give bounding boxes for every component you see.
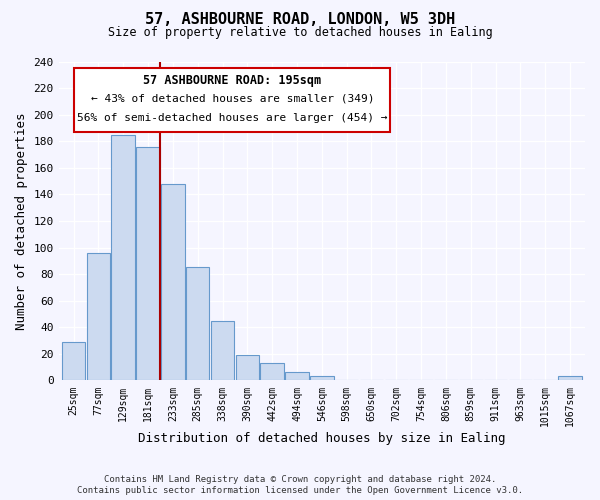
- Bar: [285, 372, 309, 380]
- FancyBboxPatch shape: [74, 68, 390, 132]
- Bar: [260, 363, 284, 380]
- Bar: [236, 355, 259, 380]
- Bar: [62, 342, 85, 380]
- Bar: [211, 320, 235, 380]
- Bar: [86, 253, 110, 380]
- Y-axis label: Number of detached properties: Number of detached properties: [15, 112, 28, 330]
- Bar: [161, 184, 185, 380]
- Text: Size of property relative to detached houses in Ealing: Size of property relative to detached ho…: [107, 26, 493, 39]
- Text: ← 43% of detached houses are smaller (349): ← 43% of detached houses are smaller (34…: [91, 94, 374, 104]
- Bar: [559, 376, 582, 380]
- Text: 57, ASHBOURNE ROAD, LONDON, W5 3DH: 57, ASHBOURNE ROAD, LONDON, W5 3DH: [145, 12, 455, 28]
- Bar: [112, 134, 135, 380]
- Bar: [310, 376, 334, 380]
- Bar: [186, 268, 209, 380]
- Text: Contains public sector information licensed under the Open Government Licence v3: Contains public sector information licen…: [77, 486, 523, 495]
- Text: 56% of semi-detached houses are larger (454) →: 56% of semi-detached houses are larger (…: [77, 112, 388, 122]
- Text: 57 ASHBOURNE ROAD: 195sqm: 57 ASHBOURNE ROAD: 195sqm: [143, 74, 322, 88]
- Text: Contains HM Land Registry data © Crown copyright and database right 2024.: Contains HM Land Registry data © Crown c…: [104, 475, 496, 484]
- Bar: [136, 146, 160, 380]
- X-axis label: Distribution of detached houses by size in Ealing: Distribution of detached houses by size …: [138, 432, 506, 445]
